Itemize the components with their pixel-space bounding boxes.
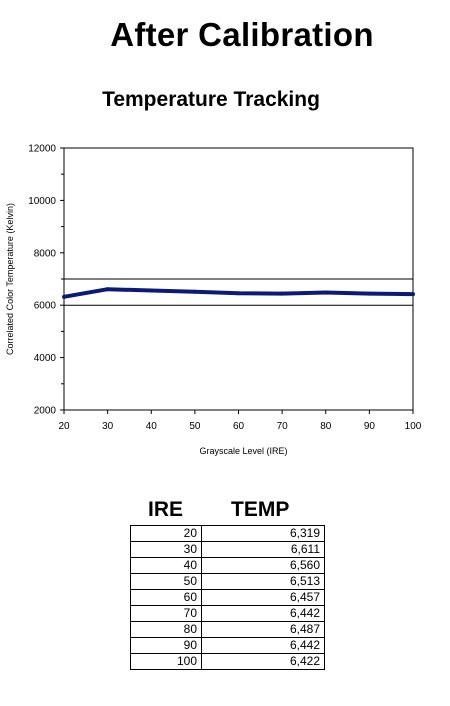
table-row: 60 6,457: [130, 589, 325, 606]
table-row: 50 6,513: [130, 573, 325, 590]
y-tick-label: 4000: [34, 353, 57, 364]
x-tick-label: 30: [102, 421, 114, 432]
ire-cell: 20: [130, 525, 202, 542]
data-point: [62, 294, 66, 299]
x-tick-label: 90: [364, 421, 376, 432]
table-row: 100 6,422: [130, 653, 325, 670]
table-header-temp: TEMP: [231, 498, 290, 521]
table-row: 90 6,442: [130, 637, 325, 654]
x-axis-title: Grayscale Level (IRE): [199, 446, 287, 456]
y-axis-title: Correlated Color Temperature (Kelvin): [5, 203, 15, 355]
table-row: 70 6,442: [130, 605, 325, 622]
table-header-ire: IRE: [148, 498, 184, 521]
page-title: After Calibration: [110, 16, 374, 53]
chart-title: Temperature Tracking: [102, 88, 320, 111]
table-row: 40 6,560: [130, 557, 325, 574]
x-tick-label: 80: [320, 421, 332, 432]
data-point: [105, 287, 110, 292]
y-tick-label: 12000: [28, 144, 56, 155]
x-tick-label: 100: [405, 421, 422, 432]
data-point: [367, 291, 372, 296]
data-point: [280, 291, 285, 296]
data-point: [411, 292, 415, 297]
data-point: [236, 291, 241, 296]
ire-cell: 70: [130, 605, 202, 622]
temp-cell: 6,611: [201, 541, 325, 558]
data-point: [323, 290, 328, 295]
temp-cell: 6,319: [201, 525, 325, 542]
temp-cell: 6,457: [201, 589, 325, 606]
ire-cell: 80: [130, 621, 202, 638]
table-row: 30 6,611: [130, 541, 325, 558]
ire-temp-table: 20 6,319 30 6,611 40 6,560 50 6,513 60 6,457 70 6,4…: [130, 525, 325, 670]
table-row: 80 6,487: [130, 621, 325, 638]
temp-cell: 6,442: [201, 605, 325, 622]
ire-cell: 40: [130, 557, 202, 574]
ire-cell: 100: [130, 653, 202, 670]
x-tick-label: 70: [277, 421, 289, 432]
x-tick-label: 20: [58, 421, 70, 432]
temp-cell: 6,513: [201, 573, 325, 590]
temp-cell: 6,487: [201, 621, 325, 638]
y-tick-label: 8000: [34, 248, 57, 259]
temperature-tracking-chart: 2000 4000 6000 8000 10000 12000 20 30 40 50 60 70 80…: [5, 144, 422, 457]
x-tick-label: 50: [189, 421, 201, 432]
ire-cell: 50: [130, 573, 202, 590]
data-point: [149, 288, 154, 293]
y-tick-label: 10000: [28, 196, 56, 207]
temp-cell: 6,442: [201, 637, 325, 654]
x-tick-label: 40: [146, 421, 158, 432]
ire-cell: 90: [130, 637, 202, 654]
temp-cell: 6,560: [201, 557, 325, 574]
y-tick-label: 2000: [34, 406, 57, 417]
x-tick-label: 60: [233, 421, 245, 432]
table-row: 20 6,319: [130, 525, 325, 542]
y-tick-label: 6000: [34, 301, 57, 312]
data-point: [192, 289, 197, 294]
ire-cell: 30: [130, 541, 202, 558]
ire-cell: 60: [130, 589, 202, 606]
temp-cell: 6,422: [201, 653, 325, 670]
